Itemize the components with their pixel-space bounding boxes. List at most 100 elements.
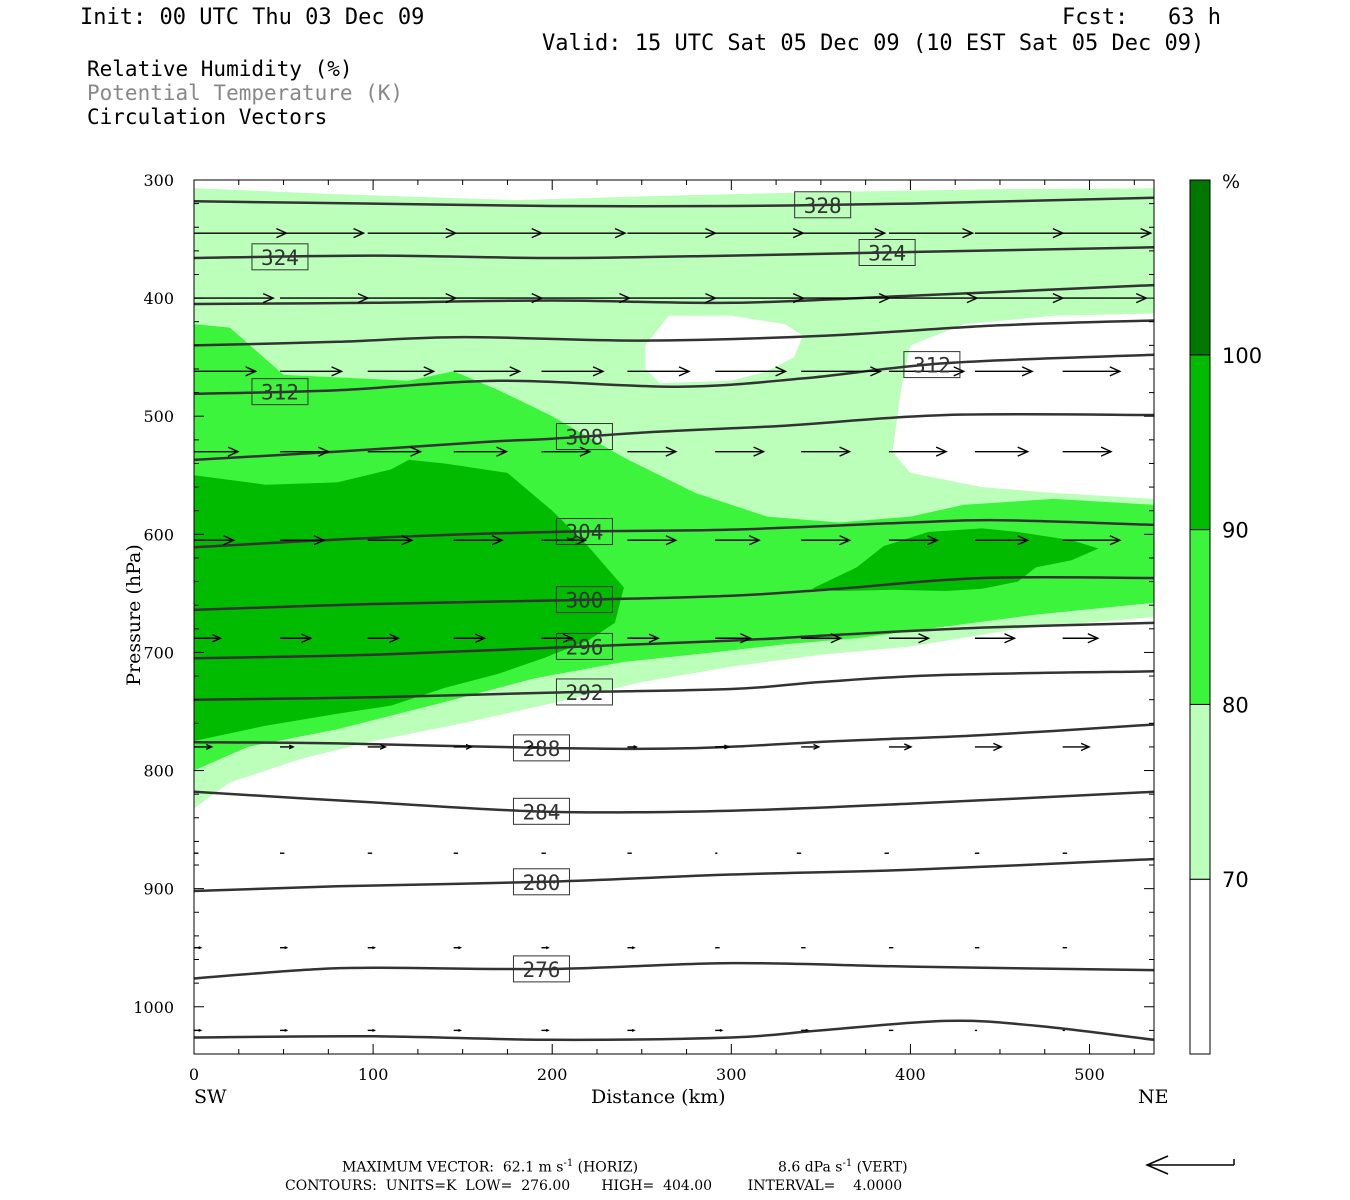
contour-label-box-280-0 [512,868,570,896]
vector-head-4-4 [575,535,588,546]
contour-label-312-1: 312 [913,354,951,378]
vector-head-4-5 [665,535,678,546]
vector-head-2-0 [245,366,258,377]
theta-contour-320 [194,283,1154,306]
theta-contours [194,196,1154,1042]
vector-head-5-4 [562,633,574,644]
vector-head-9-3 [458,1028,463,1032]
vector-head-3-1 [318,446,331,457]
contour-label-box-308-0 [555,423,613,451]
contour-label-328-0: 328 [804,194,842,218]
theta-contour-328 [194,196,1154,208]
contour-label-296-0: 296 [565,635,603,659]
vector-head-3-10 [1100,446,1113,457]
colorbar: 70 80 90 100% [1189,171,1262,1055]
contour-label-288-0: 288 [522,737,560,761]
vector-head-9-2 [372,1028,377,1032]
vector-head-2-9 [1021,366,1034,377]
contour-label-324-1: 324 [868,242,906,266]
vector-head-2-7 [870,366,883,377]
theta-contour-296 [194,621,1154,660]
vector-head-0-7 [874,228,887,239]
colorbar-label-80: 80 [1222,693,1249,717]
vector-head-4-2 [401,535,414,546]
vector-head-3-4 [579,446,592,457]
vector-head-9-5 [631,1028,636,1032]
vector-head-5-3 [474,633,487,644]
vector-head-3-6 [753,446,766,457]
theta-contour-272 [194,1019,1154,1042]
x-tick-label-400: 400 [895,1065,926,1084]
vector-head-2-1 [331,366,344,377]
vector-head-6-2 [379,743,388,750]
contour-label-304-0: 304 [565,521,603,545]
vector-head-6-5 [633,745,638,749]
legend-theta: Potential Temperature (K) [87,81,404,105]
y-tick-label-500: 500 [143,407,174,426]
contour-label-292-0: 292 [565,681,603,705]
colorbar-label-70: 70 [1222,868,1249,892]
theta-contour-312 [194,353,1154,396]
vector-head-9-0 [198,1028,203,1032]
rh-hole-1 [892,313,1154,499]
vector-head-4-6 [748,535,761,546]
colorbar-unit: % [1222,171,1240,193]
colorbar-seg-1 [1189,703,1211,880]
vector-head-4-8 [927,535,940,546]
vector-head-9-6 [719,1028,724,1032]
vector-head-2-2 [423,366,436,377]
vector-head-6-10 [1080,742,1091,752]
vector-head-6-4 [526,744,533,750]
contour-labels: 328 324 324 312 312 308 304 300 296 292 288 284 280 2… [251,191,961,983]
vector-head-5-7 [830,633,843,644]
vector-head-6-6 [724,744,731,750]
y-tick-label-300: 300 [143,171,174,190]
vector-head-5-2 [389,633,401,644]
vector-head-2-4 [592,366,605,377]
vector-head-4-0 [223,535,236,546]
vector-head-2-5 [678,366,691,377]
vector-head-8-4 [545,946,550,950]
vector-head-2-8 [953,366,966,377]
theta-contour-288 [194,723,1154,751]
vector-head-3-8 [935,446,948,457]
colorbar-seg-3 [1189,354,1211,531]
vector-head-4-7 [839,535,852,546]
theta-contour-316 [194,319,1154,347]
colorbar-seg-2 [1189,529,1211,705]
y-tick-label-400: 400 [143,289,174,308]
vector-head-2-3 [509,366,522,377]
vector-head-4-10 [1109,535,1122,546]
contour-label-box-284-0 [512,797,570,825]
vector-head-3-0 [227,446,240,457]
colorbar-seg-4 [1189,179,1211,356]
contour-label-box-296-0 [555,632,613,660]
vector-head-3-7 [839,446,852,457]
vector-head-6-7 [813,743,821,750]
theta-contour-292 [194,670,1154,701]
colorbar-seg-0 [1189,878,1211,1055]
theta-contour-284 [194,790,1154,814]
reference-vector-arrow [1145,1155,1235,1175]
contour-label-box-328-0 [794,191,852,219]
contour-label-box-300-0 [555,586,613,614]
contour-label-box-304-0 [555,518,613,546]
contour-label-box-324-1 [858,239,916,267]
vector-head-5-9 [1004,633,1017,644]
theta-contour-324 [194,246,1154,260]
vector-head-2-10 [1109,366,1122,377]
contour-label-box-324-0 [251,243,309,271]
vector-head-1-0 [262,292,275,304]
vector-head-6-1 [288,744,295,750]
x-tick-label-0: 0 [189,1065,199,1084]
vector-head-4-1 [313,535,326,546]
footer-contours: CONTOURS: UNITS=K LOW= 276.00 HIGH= 404.… [285,1178,903,1194]
circulation-vectors [194,228,1153,1032]
legend-vectors: Circulation Vectors [87,105,328,129]
x-tick-label-100: 100 [358,1065,389,1084]
vector-head-8-3 [458,946,463,950]
vector-head-5-10 [1087,633,1100,644]
vector-head-3-9 [1017,446,1030,457]
y-tick-label-800: 800 [143,762,174,781]
